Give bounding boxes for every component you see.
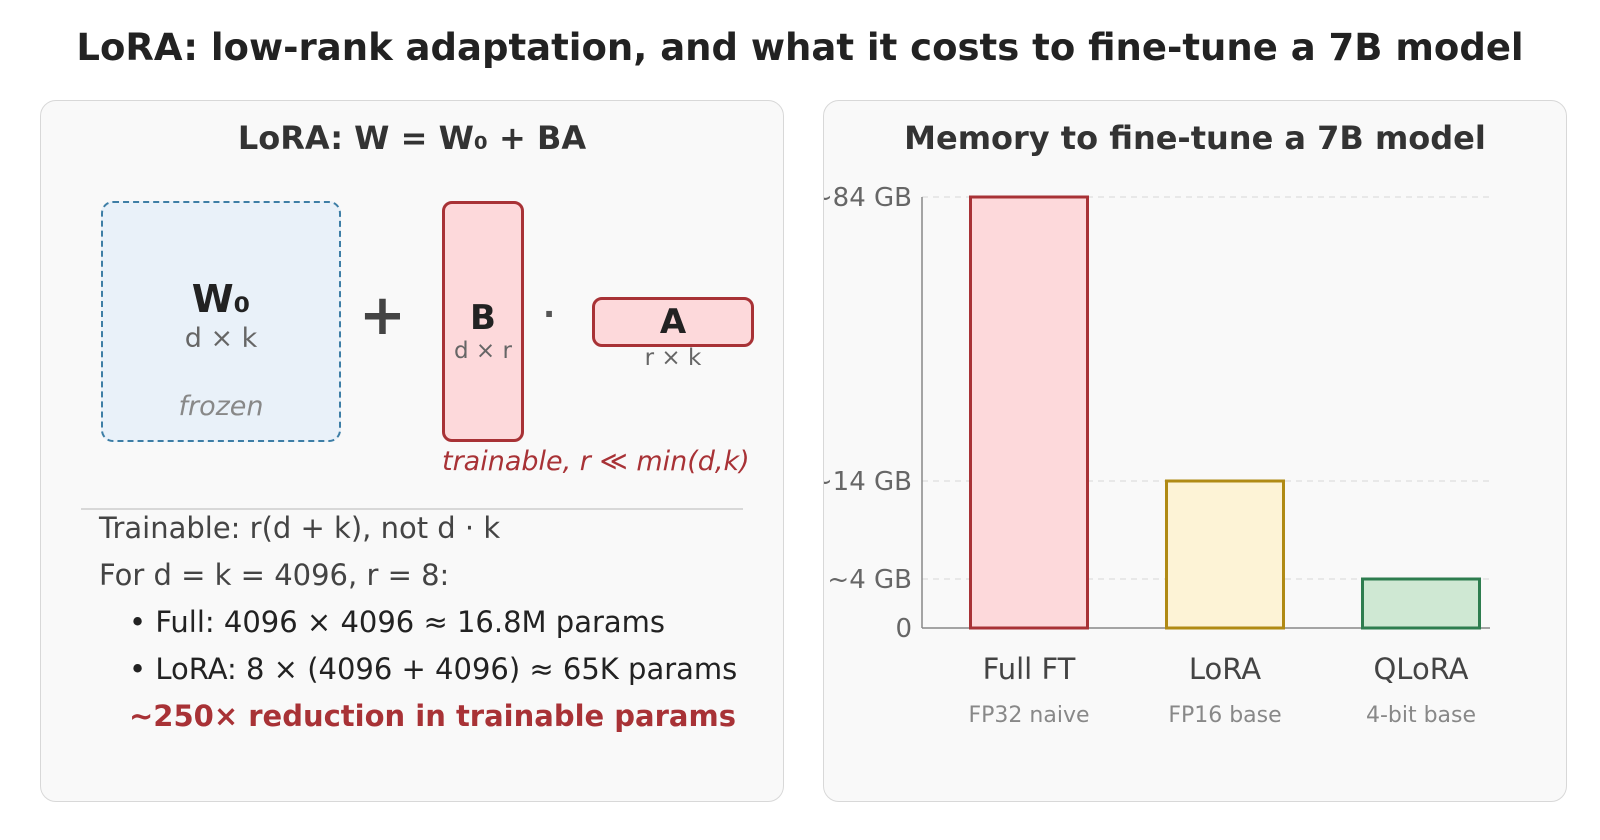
w0-dims: d × k — [184, 323, 258, 354]
memory-bar-chart: 0 ~4 GB ~14 GB ~84 GB Full FT FP32 naive LoRA F… — [824, 183, 1490, 728]
page-title: LoRA: low-rank adaptation, and what it c… — [76, 26, 1524, 69]
x-category-sublabel: 4-bit base — [1366, 703, 1476, 728]
b-dims: d × r — [454, 338, 512, 364]
bar-lora — [1165, 479, 1285, 630]
bar-full-ft — [969, 195, 1089, 630]
x-category-sublabel: FP32 naive — [969, 703, 1090, 728]
frozen-label: frozen — [178, 391, 264, 422]
x-category-label: QLoRA — [1373, 652, 1468, 686]
divider — [81, 508, 743, 510]
memory-chart-panel: Memory to fine-tune a 7B model 0 ~4 GB ~14… — [823, 100, 1567, 802]
reduction-highlight: ~250× reduction in trainable params — [129, 699, 736, 733]
x-category-label: LoRA — [1189, 652, 1261, 686]
example-setup: For d = k = 4096, r = 8: — [99, 558, 450, 592]
w0-label: W₀ — [191, 277, 251, 321]
trainable-note: trainable, r ≪ min(d,k) — [442, 446, 750, 477]
a-dims: r × k — [644, 345, 702, 371]
y-tick-label: 0 — [895, 614, 912, 644]
b-matrix-box: B d × r — [442, 201, 524, 442]
y-tick-label: ~84 GB — [824, 183, 912, 213]
x-category-sublabel: FP16 base — [1168, 703, 1281, 728]
a-matrix-box: A — [592, 297, 754, 347]
plus-operator: + — [359, 283, 406, 348]
a-label: A — [659, 302, 687, 342]
lora-params-bullet: • LoRA: 8 × (4096 + 4096) ≈ 65K params — [129, 652, 738, 686]
x-category-label: Full FT — [983, 652, 1076, 686]
y-tick-label: ~4 GB — [827, 565, 912, 595]
lora-panel-title: LoRA: W = W₀ + BA — [237, 119, 587, 157]
chart-title: Memory to fine-tune a 7B model — [904, 119, 1486, 157]
lora-diagram-panel: LoRA: W = W₀ + BA W₀ d × k frozen + B d … — [40, 100, 784, 802]
trainable-formula: Trainable: r(d + k), not d · k — [99, 511, 501, 545]
dot-operator: · — [543, 295, 556, 333]
y-tick-label: ~14 GB — [824, 467, 912, 497]
bar-qlora — [1361, 577, 1481, 630]
w0-matrix-box: W₀ d × k frozen — [101, 201, 341, 442]
b-label: B — [470, 298, 496, 338]
full-params-bullet: • Full: 4096 × 4096 ≈ 16.8M params — [129, 605, 666, 639]
